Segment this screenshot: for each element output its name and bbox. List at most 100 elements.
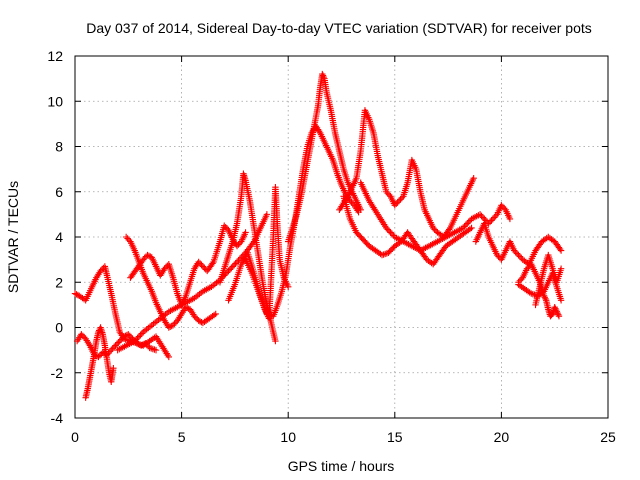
data-point-track-e: [233, 242, 241, 250]
data-point-track-m: [506, 215, 514, 223]
data-point-track-b: [127, 334, 135, 341]
data-point-track-h: [285, 283, 292, 290]
data-point-track-e: [221, 222, 228, 229]
data-point-track-n: [516, 253, 524, 260]
data-point-track-f: [131, 337, 138, 345]
data-point-track-b: [116, 337, 123, 345]
data-point-track-o: [523, 265, 531, 272]
data-point-track-k: [394, 199, 401, 206]
data-point-track-e: [236, 239, 244, 247]
data-point-track-k: [384, 190, 391, 197]
data-point-track-b: [142, 340, 149, 347]
data-point-track-e: [144, 251, 151, 259]
data-point-track-k: [431, 226, 438, 233]
data-point-track-d: [212, 310, 219, 318]
data-point-track-m: [384, 226, 391, 233]
y-tick-label: 0: [55, 320, 63, 336]
data-point-track-b: [115, 339, 122, 346]
chart-title: Day 037 of 2014, Sidereal Day-to-day VTE…: [86, 20, 592, 36]
data-point-track-k: [395, 197, 403, 204]
data-point-track-n: [495, 253, 502, 260]
data-point-track-b: [135, 340, 142, 348]
data-point-track-m: [388, 230, 396, 238]
y-tick-label: -4: [51, 410, 64, 426]
data-point-track-f: [134, 334, 141, 342]
data-point-track-k: [429, 224, 437, 232]
data-point-track-b: [120, 333, 128, 340]
x-tick-label: 25: [600, 429, 616, 445]
data-point-track-a: [73, 291, 80, 298]
x-tick-label: 0: [71, 429, 79, 445]
data-points: [71, 70, 565, 401]
y-axis-label: SDTVAR / TECUs: [5, 181, 21, 293]
data-point-track-e: [145, 252, 153, 260]
data-point-track-d: [192, 314, 200, 321]
data-point-track-m: [464, 220, 471, 227]
data-point-track-e: [196, 260, 204, 267]
data-point-track-e: [235, 241, 242, 248]
data-point-track-f: [135, 333, 143, 340]
data-point-track-b: [108, 346, 115, 354]
data-point-track-o: [555, 311, 562, 318]
data-point-track-e: [199, 263, 207, 270]
data-point-track-m: [383, 224, 390, 232]
data-point-track-e: [140, 256, 147, 263]
data-point-track-o: [554, 309, 561, 317]
data-point-track-b: [109, 345, 116, 352]
data-point-track-n: [493, 251, 501, 259]
data-point-track-n: [515, 251, 522, 259]
data-point-track-k: [398, 194, 406, 201]
y-tick-label: 10: [47, 93, 63, 109]
data-point-track-n: [557, 247, 565, 254]
data-point-track-a: [71, 290, 79, 297]
data-point-track-m: [492, 212, 499, 220]
data-point-track-o: [552, 306, 560, 314]
data-point-track-a: [165, 353, 173, 361]
y-tick-label: 6: [55, 184, 63, 200]
data-point-track-b: [99, 349, 106, 356]
data-point-track-m: [462, 221, 470, 229]
data-point-track-f: [229, 263, 236, 270]
data-point-track-n: [513, 250, 521, 257]
x-axis-label: GPS time / hours: [288, 458, 395, 474]
x-tick-label: 10: [280, 429, 296, 445]
data-point-track-c: [110, 365, 117, 372]
data-point-track-e: [242, 229, 249, 236]
data-point-track-f: [138, 330, 146, 337]
data-point-track-m: [479, 214, 487, 221]
data-point-track-b: [125, 331, 132, 338]
data-point-track-m: [488, 217, 495, 224]
data-point-track-a: [97, 267, 104, 275]
data-point-track-k: [391, 202, 398, 209]
data-point-track-d: [184, 304, 191, 312]
data-point-track-m: [459, 224, 467, 232]
data-point-track-b: [126, 332, 133, 339]
data-point-track-g: [272, 337, 279, 345]
data-point-track-j: [357, 206, 364, 214]
data-point-track-a: [98, 266, 106, 273]
data-point-track-d: [124, 235, 131, 242]
data-point-track-o: [551, 303, 558, 311]
axis-ticks: 0 5 10 15 20 25 -4 -2 0 2 4 6 8 10 12: [47, 48, 616, 445]
data-point-track-b: [117, 336, 125, 343]
data-point-track-b: [78, 331, 85, 338]
data-point-track-e: [222, 223, 229, 231]
data-point-track-k: [383, 188, 390, 195]
data-point-track-j: [320, 73, 327, 81]
data-point-track-n: [512, 248, 519, 256]
data-point-track-d: [169, 322, 177, 329]
data-point-track-k: [445, 226, 453, 233]
y-tick-label: 2: [55, 274, 63, 290]
data-point-track-i: [349, 200, 357, 208]
data-point-track-b: [81, 334, 88, 341]
data-point-track-m: [465, 218, 472, 226]
data-point-track-o: [518, 276, 525, 283]
data-point-track-d: [191, 312, 198, 320]
data-point-track-b: [96, 352, 104, 359]
data-point-track-m: [499, 203, 507, 211]
data-point-track-k: [385, 191, 393, 198]
y-tick-label: 8: [55, 139, 63, 155]
data-point-track-e: [162, 263, 170, 271]
data-point-track-o: [541, 294, 548, 301]
